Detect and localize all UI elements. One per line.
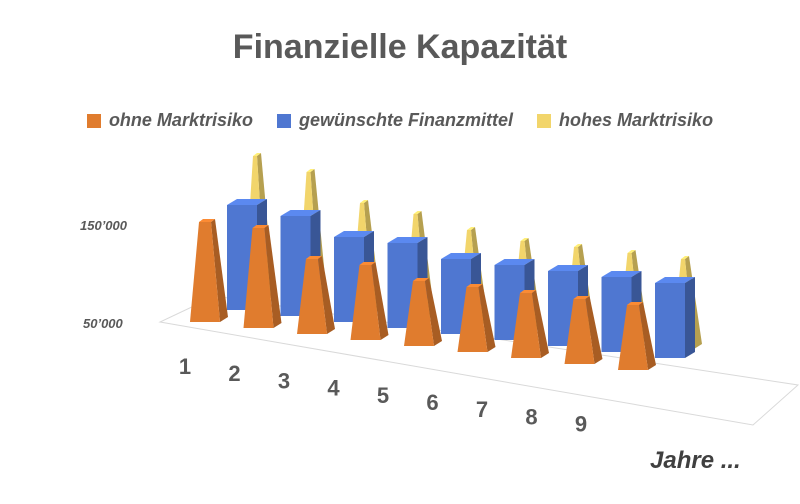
legend-label: hohes Marktrisiko <box>559 110 714 130</box>
x-tick-label: 9 <box>575 412 587 437</box>
bar-ohne-marktrisiko-4 <box>350 262 389 340</box>
bar-ohne-marktrisiko-6 <box>457 284 496 352</box>
x-tick-label: 2 <box>228 361 240 386</box>
legend-item-ohne-marktrisiko: ohne Marktrisiko <box>86 110 253 131</box>
y-tick-label: 50’000 <box>83 316 124 331</box>
x-tick-label: 3 <box>278 368 290 393</box>
x-tick-label: 6 <box>426 390 438 415</box>
x-tick-label: 5 <box>377 383 389 408</box>
legend-item-gewuenschte-finanzmittel: gewünschte Finanzmittel <box>276 110 514 131</box>
y-tick-label: 150’000 <box>80 218 128 233</box>
legend-swatch <box>86 113 101 128</box>
legend-label: gewünschte Finanzmittel <box>298 110 514 130</box>
x-tick-label: 8 <box>525 404 537 429</box>
chart-title: Finanzielle Kapazität <box>232 28 568 66</box>
bar-ohne-marktrisiko-9 <box>618 302 656 370</box>
legend-item-hohes-marktrisiko: hohes Marktrisiko <box>537 110 713 131</box>
bar-ohne-marktrisiko-2 <box>243 225 282 328</box>
bar-ohne-marktrisiko-7 <box>511 290 549 358</box>
bar-ohne-marktrisiko-8 <box>564 296 603 364</box>
legend-swatch <box>276 113 291 128</box>
x-tick-label: 4 <box>327 376 340 401</box>
bar-ohne-marktrisiko-3 <box>297 256 335 334</box>
legend-swatch <box>537 113 552 128</box>
x-tick-label: 7 <box>476 397 488 422</box>
legend-label: ohne Marktrisiko <box>108 110 253 130</box>
x-axis-label: Jahre ... <box>650 447 741 474</box>
bar-ohne-marktrisiko-5 <box>404 278 442 346</box>
bar-gew-nschte-finanzmittel-9 <box>655 277 695 358</box>
x-tick-label: 1 <box>179 354 191 379</box>
bar-ohne-marktrisiko-1 <box>190 219 228 322</box>
legend: ohne Marktrisiko gewünschte Finanzmittel… <box>0 110 800 131</box>
